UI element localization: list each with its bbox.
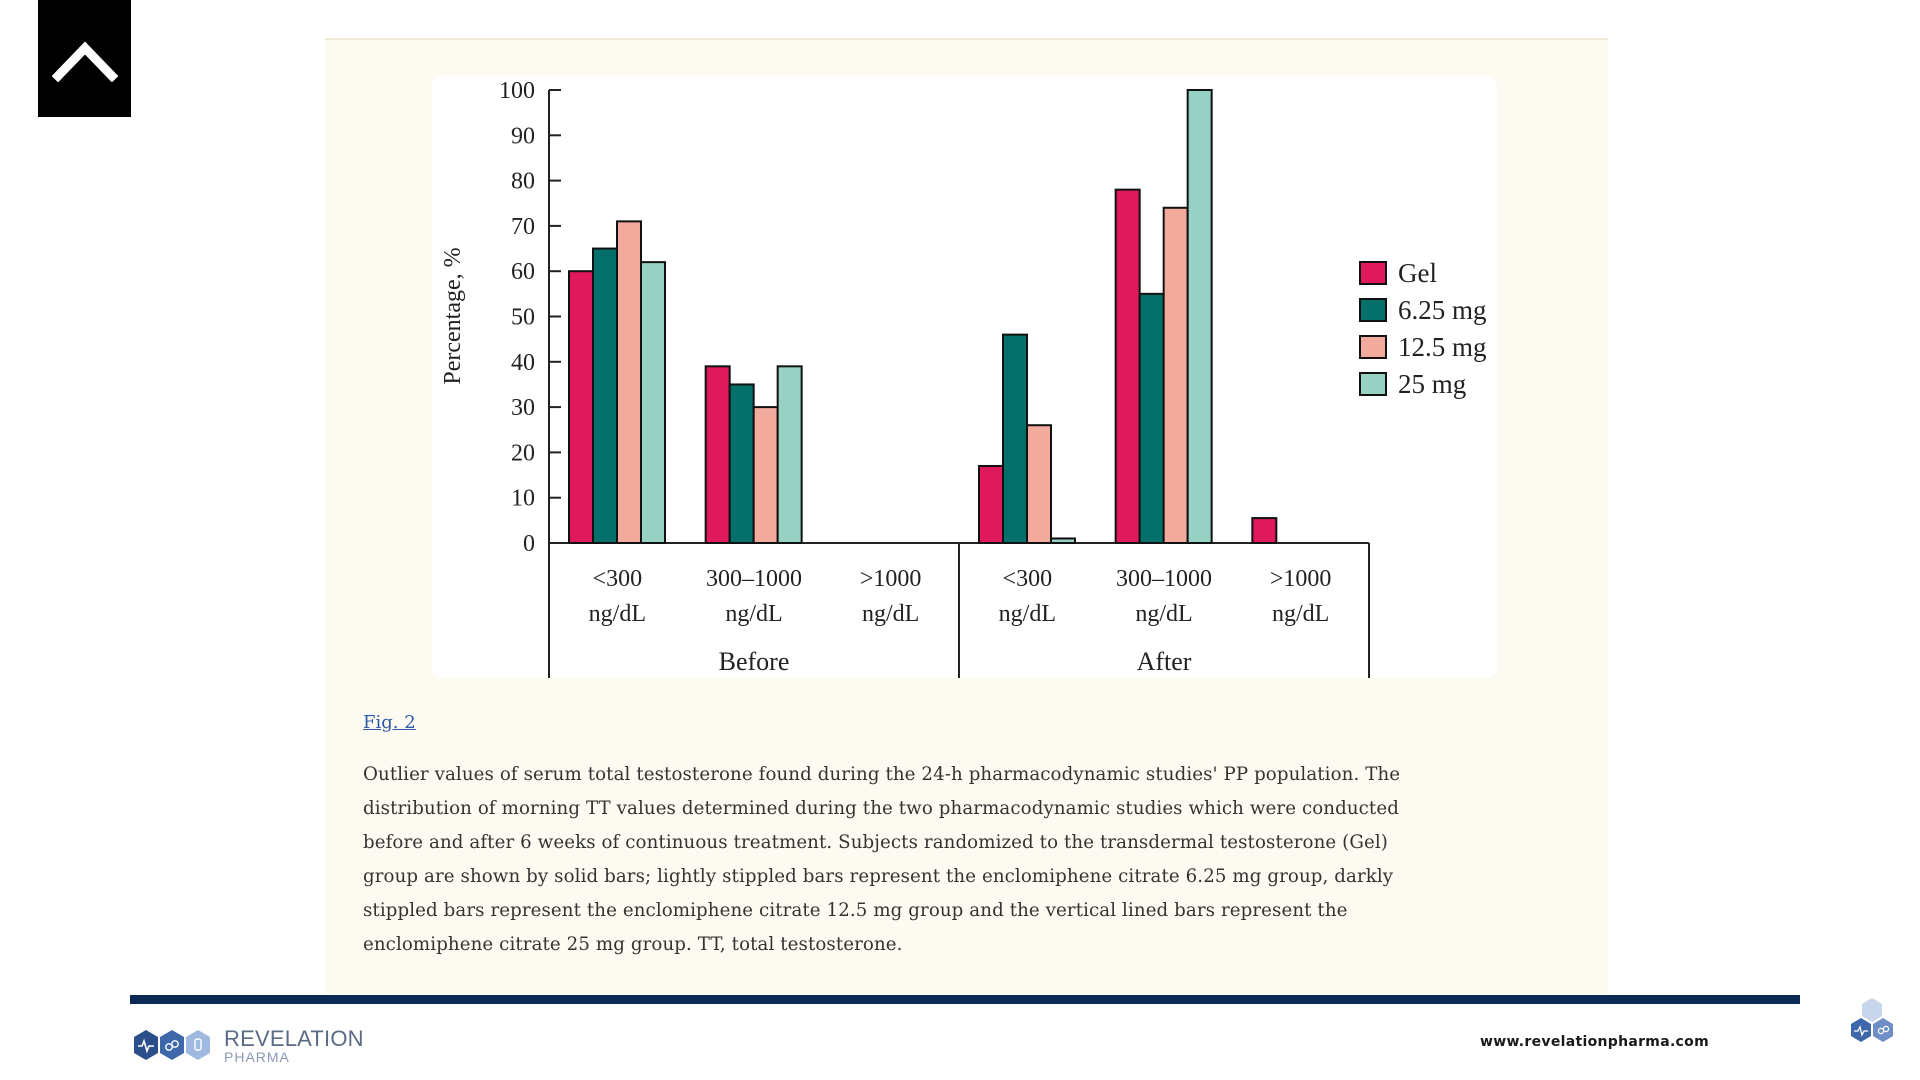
bar-25-mg [1186, 89, 1213, 544]
x-tick-label: >1000 [1270, 566, 1332, 592]
x-tick-label: ng/dL [1272, 601, 1329, 627]
bar-25-mg [640, 261, 666, 544]
y-axis-label: Percentage, % [440, 247, 466, 384]
caption-line: Outlier values of serum total testostero… [363, 764, 1401, 785]
bar-6-25-mg [592, 247, 618, 545]
x-tick-label: ng/dL [999, 601, 1056, 627]
bar-12-5-mg [616, 220, 642, 544]
bar-12-5-mg [1026, 424, 1052, 544]
legend-label: 25 mg [1398, 369, 1466, 399]
x-tick-label: 300–1000 [1116, 566, 1212, 592]
figure-link[interactable]: Fig. 2 [363, 712, 416, 733]
x-tick-label: ng/dL [725, 601, 782, 627]
legend-label: 6.25 mg [1398, 295, 1487, 325]
legend-swatch [1359, 261, 1387, 285]
bar-gel [1114, 188, 1141, 544]
x-tick-label: ng/dL [862, 601, 919, 627]
chart-card: 0 10 20 30 40 50 60 70 80 90 100 Percentage, % <300 n… [432, 76, 1497, 678]
caption-line: distribution of morning TT values determ… [363, 798, 1399, 819]
y-tick-label: 90 [511, 123, 535, 149]
y-tick-label: 40 [511, 350, 535, 376]
chevron-up-icon [51, 41, 118, 82]
x-tick-label: <300 [593, 566, 643, 592]
bar-6-25-mg [1138, 292, 1165, 544]
figure-caption: Outlier values of serum total testostero… [363, 758, 1543, 962]
hexagon-logo-icon [134, 1030, 210, 1060]
x-tick-label: ng/dL [589, 601, 646, 627]
y-tick-label: 100 [499, 78, 535, 104]
group-label: Before [719, 647, 790, 676]
bar-6-25-mg [728, 383, 755, 545]
footer-divider [130, 995, 1800, 1004]
y-tick-label: 20 [511, 440, 535, 466]
caption-line: enclomiphene citrate 25 mg group. TT, to… [363, 934, 903, 955]
bar-chart: 0 10 20 30 40 50 60 70 80 90 100 Percentage, % <300 n… [440, 78, 1487, 678]
y-tick-label: 70 [511, 214, 535, 240]
caption-line: group are shown by solid bars; lightly s… [363, 866, 1394, 887]
caption-line: stippled bars represent the enclomiphene… [363, 900, 1348, 921]
x-tick-label: 300–1000 [706, 566, 802, 592]
legend-label: 12.5 mg [1398, 332, 1487, 362]
y-tick-label: 80 [511, 169, 535, 195]
bar-25-mg [1050, 537, 1076, 545]
bar-12-5-mg [752, 406, 779, 544]
legend-swatch [1359, 298, 1387, 322]
bar-6-25-mg [1002, 333, 1028, 544]
legend-label: Gel [1398, 258, 1437, 288]
brand-subname: PHARMA [224, 1049, 290, 1065]
website-url[interactable]: www.revelationpharma.com [1480, 1034, 1709, 1050]
y-tick-label: 30 [511, 395, 535, 421]
bar-25-mg [776, 365, 803, 544]
legend-swatch [1359, 335, 1387, 359]
x-tick-label: <300 [1003, 566, 1053, 592]
bar-gel [568, 270, 594, 544]
brand-name: REVELATION [224, 1026, 364, 1051]
bar-gel [1251, 517, 1278, 544]
bar-gel [704, 365, 731, 544]
legend-swatch [1359, 372, 1387, 396]
scroll-to-top-button[interactable] [38, 0, 131, 117]
y-tick-label: 0 [523, 531, 535, 557]
x-tick-label: ng/dL [1135, 601, 1192, 627]
bar-12-5-mg [1162, 206, 1189, 544]
brand-logo[interactable]: REVELATION PHARMA [132, 1026, 364, 1066]
hexagon-cluster-icon[interactable] [1844, 996, 1900, 1052]
bar-gel [978, 464, 1004, 544]
group-label: After [1137, 647, 1192, 676]
y-tick-label: 60 [511, 259, 535, 285]
y-tick-label: 10 [511, 486, 535, 512]
y-tick-label: 50 [511, 305, 535, 331]
caption-line: before and after 6 weeks of continuous t… [363, 832, 1388, 853]
x-tick-label: >1000 [860, 566, 922, 592]
